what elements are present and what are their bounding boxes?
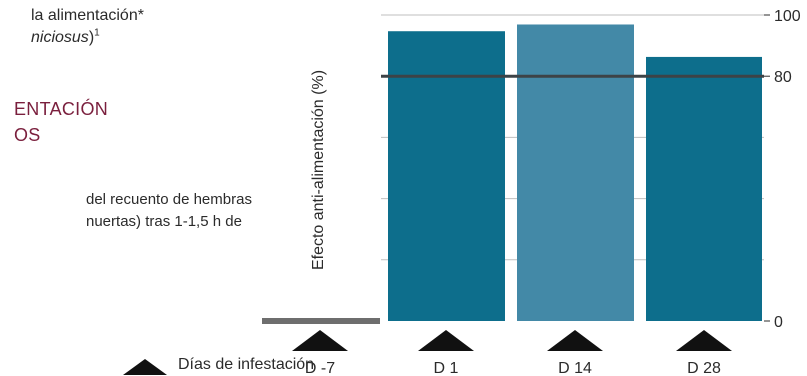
x-tick-label: D 14	[558, 360, 592, 376]
x-tick-label: D -7	[305, 360, 335, 376]
bar-d-7	[262, 318, 380, 324]
x-tick-label: D 28	[687, 360, 721, 376]
y-axis-label: Efecto anti-alimentación (%)	[310, 70, 327, 270]
intro-line-1: la alimentación*	[31, 7, 144, 24]
intro-line-2: niciosus)1	[31, 27, 100, 49]
bar-d14	[517, 24, 634, 322]
description-line-2: nuertas) tras 1-1,5 h de	[86, 213, 242, 230]
description-line-1: del recuento de hembras	[86, 191, 252, 208]
y-tick-label: 0	[774, 314, 783, 331]
legend-label: Días de infestación	[178, 356, 315, 373]
bar-d28	[646, 56, 762, 322]
section-heading-line-2: OS	[14, 125, 41, 145]
y-tick-label: 100	[774, 8, 801, 25]
infestation-marker-icon	[547, 330, 603, 351]
intro-line-2-tail: )	[88, 29, 95, 46]
y-tick-label: 80	[774, 69, 792, 86]
section-heading-line-1: ENTACIÓN	[14, 99, 109, 119]
triangle-up-icon	[123, 359, 167, 375]
infestation-marker-icon	[292, 330, 348, 351]
reference-superscript: 1	[94, 27, 100, 39]
species-name: niciosus	[31, 29, 89, 46]
infestation-marker-icon	[418, 330, 474, 351]
bar-d1	[388, 31, 505, 322]
infestation-marker-icon	[676, 330, 732, 351]
x-tick-label: D 1	[434, 360, 459, 376]
